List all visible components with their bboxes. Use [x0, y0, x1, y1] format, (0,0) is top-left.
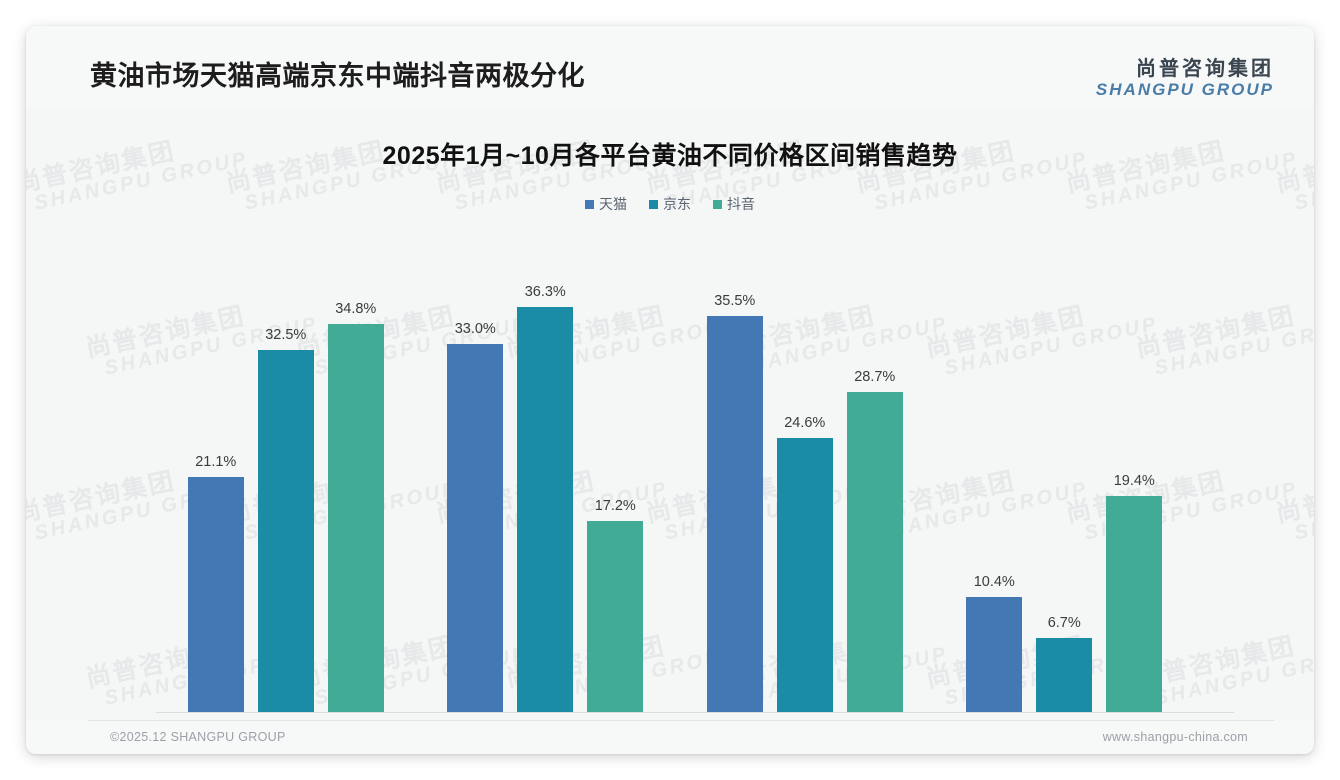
bar-rect[interactable]: [776, 438, 833, 713]
bar-item[interactable]: 19.4%: [1106, 238, 1163, 713]
bar-rect[interactable]: [257, 349, 314, 713]
legend-item-京东[interactable]: 京东: [649, 194, 691, 214]
brand-name-cn: 尚普咨询集团: [1136, 58, 1274, 80]
bar-item[interactable]: 24.6%: [776, 238, 833, 713]
legend-label: 天猫: [599, 196, 627, 212]
bar-item[interactable]: 35.5%: [706, 238, 763, 713]
bar-item[interactable]: 17.2%: [587, 238, 644, 713]
brand-logo: 尚普咨询集团 SHANGPU GROUP: [1096, 58, 1274, 99]
bar-group: 21.1% 32.5% 34.8%: [156, 238, 416, 713]
legend-item-天猫[interactable]: 天猫: [585, 194, 627, 214]
bar-rect[interactable]: [706, 316, 763, 713]
legend-label: 京东: [663, 196, 691, 212]
bar-value-label: 34.8%: [335, 301, 377, 318]
bar-rect[interactable]: [587, 520, 644, 713]
bar-rect[interactable]: [846, 392, 903, 713]
bar-item[interactable]: 28.7%: [846, 238, 903, 713]
bar-value-label: 24.6%: [784, 415, 826, 432]
x-axis-line: [156, 712, 1234, 713]
brand-name-en: SHANGPU GROUP: [1095, 80, 1274, 100]
page-title: 黄油市场天猫高端京东中端抖音两极分化: [90, 61, 585, 91]
legend-swatch-icon: [713, 199, 722, 209]
plot-region: 21.1% 32.5% 34.8% 33.0% 36.3% 17.2% 35.5% 24.6%…: [156, 238, 1234, 713]
bar-value-label: 6.7%: [1047, 615, 1081, 632]
bar-item[interactable]: 6.7%: [1036, 238, 1093, 713]
bar-rect[interactable]: [1106, 496, 1163, 713]
chart-title: 2025年1月~10月各平台黄油不同价格区间销售趋势: [382, 142, 958, 170]
bar-rect[interactable]: [966, 596, 1023, 713]
chart-legend: 天猫 京东 抖音: [26, 194, 1314, 214]
bar-value-label: 28.7%: [854, 369, 896, 386]
bar-rect[interactable]: [327, 324, 384, 713]
bar-group: 10.4% 6.7% 19.4%: [935, 238, 1195, 713]
copyright-text: ©2025.12 SHANGPU GROUP: [110, 730, 286, 744]
bar-rect[interactable]: [517, 307, 574, 713]
slide-footer: ©2025.12 SHANGPU GROUP www.shangpu-china…: [26, 720, 1314, 754]
bar-item[interactable]: 32.5%: [257, 238, 314, 713]
bar-value-label: 35.5%: [714, 293, 756, 310]
bar-value-label: 19.4%: [1113, 473, 1155, 490]
chart-area: 尚普咨询集团 SHANGPU GROUP 尚普咨询集团 SHANGPU GROUP 尚普…: [26, 108, 1314, 720]
bar-value-label: 32.5%: [265, 326, 307, 343]
bar-value-label: 21.1%: [195, 454, 237, 471]
bar-group: 35.5% 24.6% 28.7%: [675, 238, 935, 713]
bar-value-label: 33.0%: [454, 321, 496, 338]
bar-group: 33.0% 36.3% 17.2%: [416, 238, 676, 713]
bar-item[interactable]: 33.0%: [447, 238, 504, 713]
legend-swatch-icon: [585, 199, 594, 209]
bar-value-label: 10.4%: [973, 573, 1015, 590]
legend-label: 抖音: [727, 196, 755, 212]
legend-swatch-icon: [649, 199, 658, 209]
legend-item-抖音[interactable]: 抖音: [713, 194, 755, 214]
bar-value-label: 36.3%: [524, 284, 566, 301]
slide-header: 黄油市场天猫高端京东中端抖音两极分化 尚普咨询集团 SHANGPU GROUP: [26, 26, 1314, 109]
bar-rect[interactable]: [447, 344, 504, 713]
slide-card: 黄油市场天猫高端京东中端抖音两极分化 尚普咨询集团 SHANGPU GROUP …: [26, 26, 1314, 754]
bar-item[interactable]: 10.4%: [966, 238, 1023, 713]
bar-rect[interactable]: [187, 477, 244, 713]
bar-item[interactable]: 34.8%: [327, 238, 384, 713]
website-link[interactable]: www.shangpu-china.com: [1102, 730, 1248, 744]
footer-divider: [88, 720, 1274, 721]
bar-item[interactable]: 36.3%: [517, 238, 574, 713]
bar-rect[interactable]: [1036, 638, 1093, 713]
bar-value-label: 17.2%: [594, 497, 636, 514]
bar-item[interactable]: 21.1%: [187, 238, 244, 713]
